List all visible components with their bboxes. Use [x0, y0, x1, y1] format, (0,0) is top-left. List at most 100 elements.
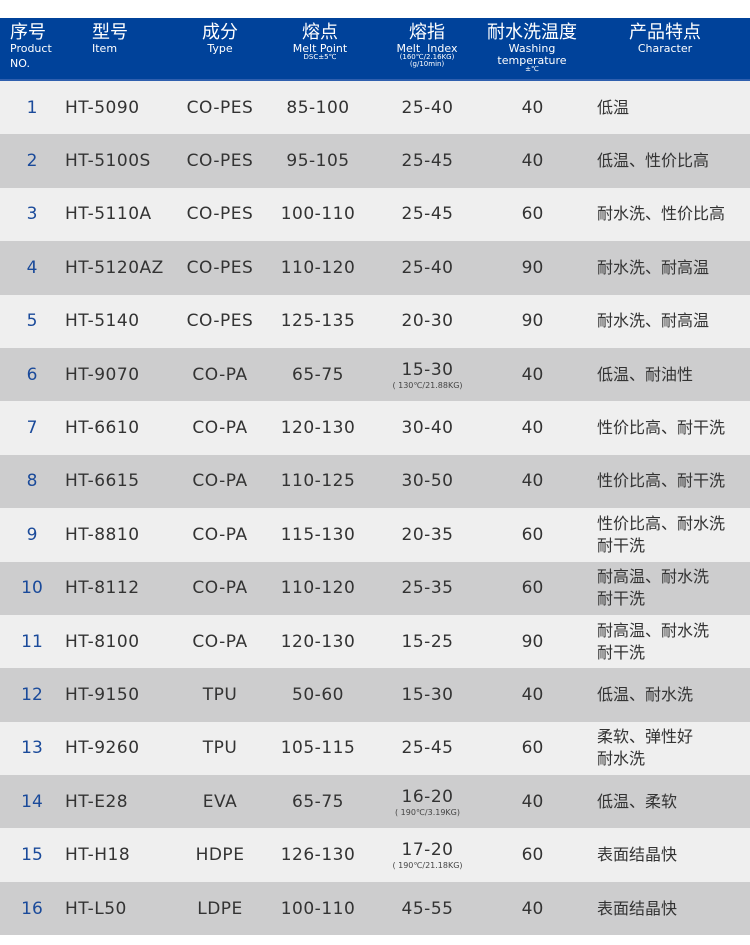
- table-row: 2 HT-5100S CO-PES 95-105 25-45 40 低温、性价比高: [0, 134, 750, 188]
- melt-point: 120-130: [280, 418, 356, 439]
- model: HT-9070: [65, 364, 140, 385]
- melt-index-value: 25-40: [401, 97, 454, 118]
- table-row: 6 HT-9070 CO-PA 65-75 15-30( 130℃/21.88KG) 40…: [0, 347, 750, 402]
- table-row: 7 HT-6610 CO-PA 120-130 30-40 40 性价比高、耐干洗: [0, 401, 750, 455]
- product-no: 11: [21, 631, 43, 652]
- melt-index: 15-30( 130℃/21.88KG): [370, 348, 485, 401]
- type: CO-PES: [186, 204, 254, 225]
- header-no: 序号 Product NO.: [10, 22, 52, 70]
- washing-temp: 40: [521, 898, 544, 919]
- character: 性价比高、耐干洗: [597, 471, 726, 491]
- melt-index-value: 45-55: [401, 898, 454, 919]
- melt-index: 16-20( 190℃/3.19KG): [370, 775, 485, 828]
- model: HT-H18: [65, 845, 131, 866]
- melt-point: 65-75: [292, 364, 344, 385]
- header-mi-sub: (160℃/2.16KG): [399, 53, 455, 61]
- melt-point: 110-120: [280, 257, 356, 278]
- melt-point: 126-130: [280, 845, 356, 866]
- header-no-zh: 序号: [10, 22, 46, 43]
- model: HT-5090: [65, 97, 140, 118]
- character: 低温、性价比高: [597, 151, 710, 171]
- product-no: 8: [26, 471, 38, 492]
- washing-temp: 60: [521, 845, 544, 866]
- washing-temp: 90: [521, 631, 544, 652]
- melt-index: 25-45: [370, 134, 485, 187]
- header-wt-zh: 耐水洗温度: [487, 22, 577, 43]
- melt-point: 115-130: [280, 524, 356, 545]
- table-row: 10 HT-8112 CO-PA 110-120 25-35 60 耐高温、耐水洗 耐干洗: [0, 561, 750, 615]
- melt-index-value: 30-40: [401, 418, 454, 439]
- table-row: 15 HT-H18 HDPE 126-130 17-20( 190℃/21.18KG) 6…: [0, 828, 750, 882]
- melt-index: 30-50: [370, 455, 485, 508]
- type: CO-PES: [186, 257, 254, 278]
- header-model: 型号 Item: [92, 24, 128, 55]
- product-no: 4: [26, 257, 38, 278]
- melt-index: 17-20( 190℃/21.18KG): [370, 828, 485, 881]
- character: 表面结晶快: [597, 845, 678, 865]
- product-no: 15: [21, 845, 43, 866]
- melt-index-value: 25-45: [401, 738, 454, 759]
- table-row: 13 HT-9260 TPU 105-115 25-45 60 柔软、弹性好 耐水洗: [0, 721, 750, 776]
- character: 低温: [597, 97, 630, 117]
- type: HDPE: [195, 845, 245, 866]
- header-ch-en: Character: [637, 42, 693, 55]
- type: CO-PA: [192, 418, 248, 439]
- model: HT-8810: [65, 524, 140, 545]
- table-row: 8 HT-6615 CO-PA 110-125 30-50 40 性价比高、耐干洗: [0, 454, 750, 509]
- header-type-en: Type: [207, 42, 233, 55]
- melt-point: 105-115: [280, 738, 356, 759]
- header-melt-point: 熔点 Melt Point DSC±5℃: [270, 24, 370, 61]
- model: HT-6610: [65, 418, 140, 439]
- model: HT-6615: [65, 471, 140, 492]
- type: EVA: [202, 791, 238, 812]
- product-no: 14: [21, 791, 43, 812]
- melt-index: 25-40: [370, 241, 485, 294]
- header-mi-zh: 熔指: [409, 22, 445, 43]
- table-row: 5 HT-5140 CO-PES 125-135 20-30 90 耐水洗、耐高温: [0, 294, 750, 348]
- character: 性价比高、耐干洗: [597, 418, 726, 438]
- product-no: 13: [21, 738, 43, 759]
- melt-index: 45-55: [370, 882, 485, 935]
- melt-index-value: 30-50: [401, 471, 454, 492]
- melt-index-value: 20-30: [401, 311, 454, 332]
- melt-index: 25-45: [370, 722, 485, 775]
- header-no-en: Product: [10, 42, 52, 55]
- product-no: 6: [26, 364, 38, 385]
- washing-temp: 40: [521, 418, 544, 439]
- type: CO-PES: [186, 151, 254, 172]
- header-no-en2: NO.: [10, 57, 30, 70]
- melt-index-value: 25-45: [401, 151, 454, 172]
- header-wt-en: Washing: [508, 42, 556, 55]
- product-no: 7: [26, 418, 38, 439]
- melt-point: 85-100: [286, 97, 350, 118]
- melt-index-value: 20-35: [401, 524, 454, 545]
- header-mp-zh: 熔点: [302, 22, 338, 43]
- character: 柔软、弹性好 耐水洗: [597, 727, 694, 769]
- washing-temp: 40: [521, 151, 544, 172]
- header-mi-sub2: (g/10min): [409, 60, 445, 68]
- header-mp-sub: DSC±5℃: [303, 53, 337, 61]
- washing-temp: 40: [521, 471, 544, 492]
- product-no: 12: [21, 684, 43, 705]
- model: HT-5110A: [65, 204, 152, 225]
- model: HT-L50: [65, 898, 127, 919]
- type: TPU: [202, 684, 238, 705]
- melt-index: 25-45: [370, 188, 485, 241]
- header-wt-sub: ±℃: [525, 65, 539, 73]
- table-row: 16 HT-L50 LDPE 100-110 45-55 40 表面结晶快: [0, 881, 750, 936]
- product-no: 2: [26, 151, 38, 172]
- product-no: 3: [26, 204, 38, 225]
- header-ch-zh: 产品特点: [629, 22, 701, 43]
- melt-point: 100-110: [280, 204, 356, 225]
- melt-index-value: 17-20: [401, 840, 454, 861]
- washing-temp: 40: [521, 97, 544, 118]
- header-mi-en: Melt Index: [396, 42, 458, 55]
- model: HT-5100S: [65, 151, 151, 172]
- type: CO-PA: [192, 631, 248, 652]
- melt-index-note: ( 130℃/21.88KG): [392, 380, 463, 390]
- header-melt-index: 熔指 Melt Index (160℃/2.16KG) (g/10min): [377, 24, 477, 68]
- character: 低温、耐油性: [597, 364, 694, 384]
- melt-index-value: 15-30: [401, 684, 454, 705]
- melt-index-value: 15-30: [401, 359, 454, 380]
- header-wt-en2: temperature: [497, 54, 567, 67]
